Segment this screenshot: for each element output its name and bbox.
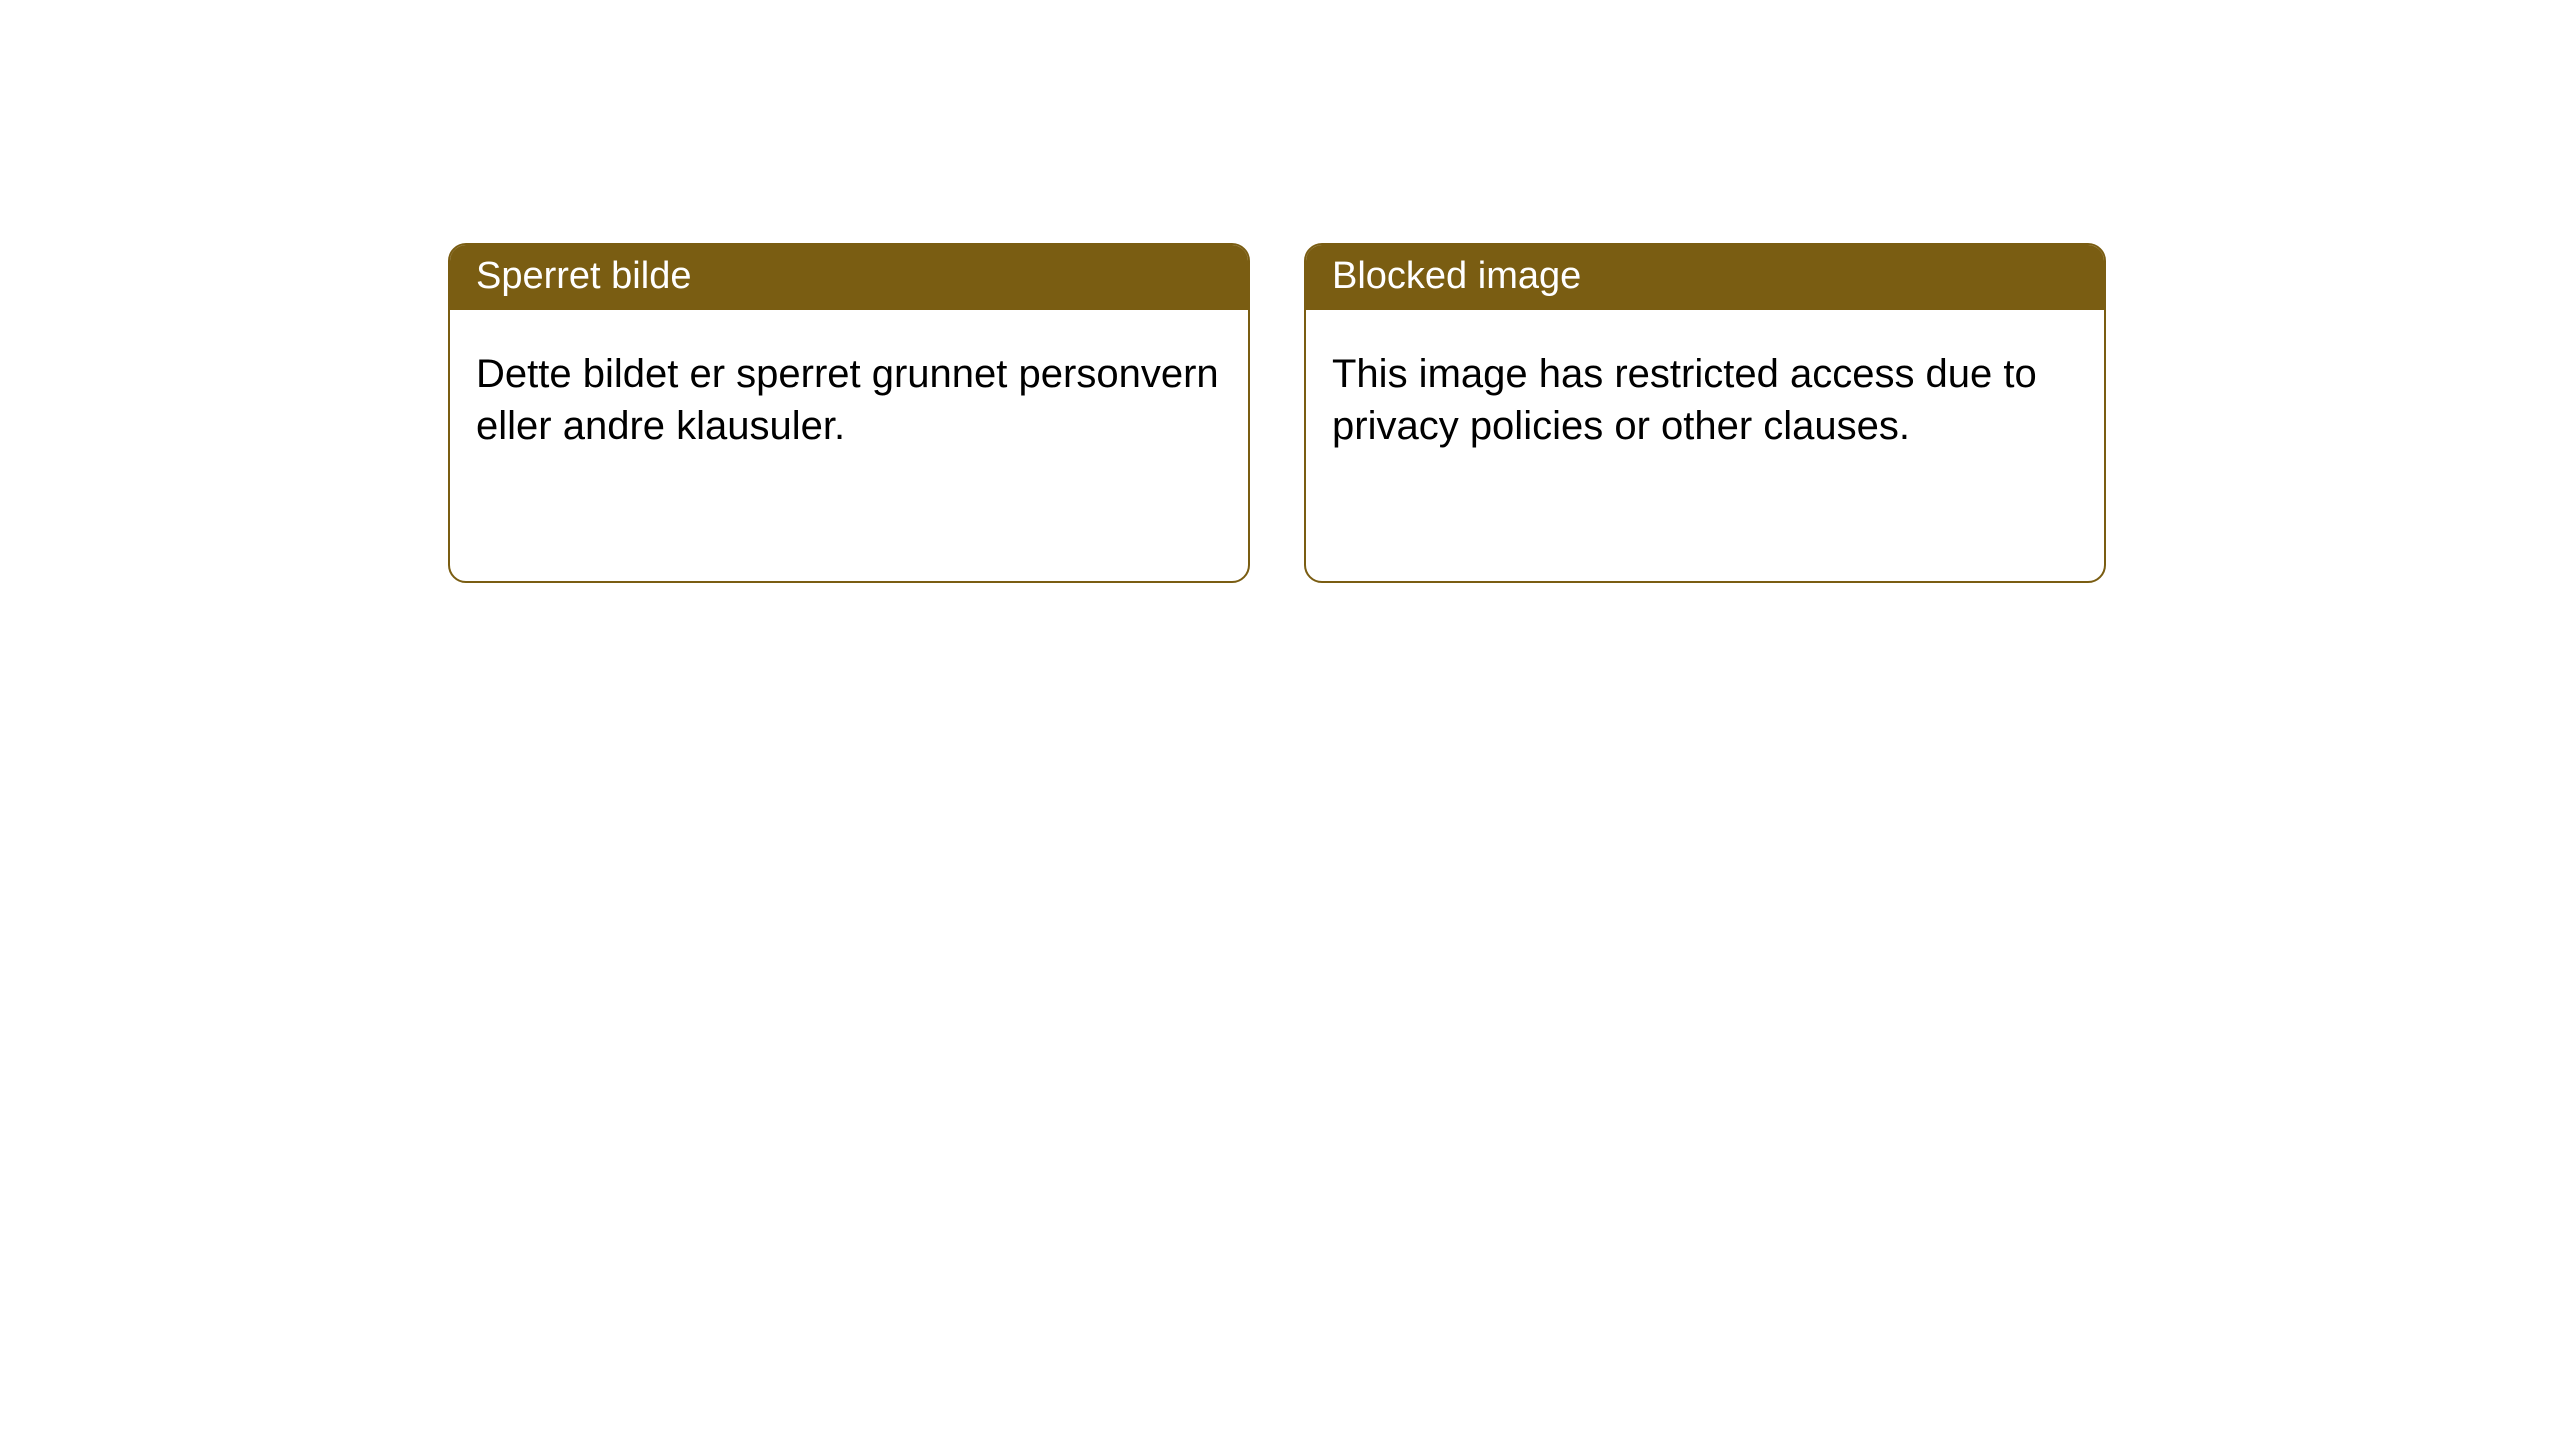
notice-container: Sperret bilde Dette bildet er sperret gr… (0, 0, 2560, 583)
notice-card-norwegian: Sperret bilde Dette bildet er sperret gr… (448, 243, 1250, 583)
notice-card-body: This image has restricted access due to … (1306, 310, 2104, 490)
notice-card-english: Blocked image This image has restricted … (1304, 243, 2106, 583)
notice-card-title: Blocked image (1306, 245, 2104, 310)
notice-card-body: Dette bildet er sperret grunnet personve… (450, 310, 1248, 490)
notice-card-title: Sperret bilde (450, 245, 1248, 310)
